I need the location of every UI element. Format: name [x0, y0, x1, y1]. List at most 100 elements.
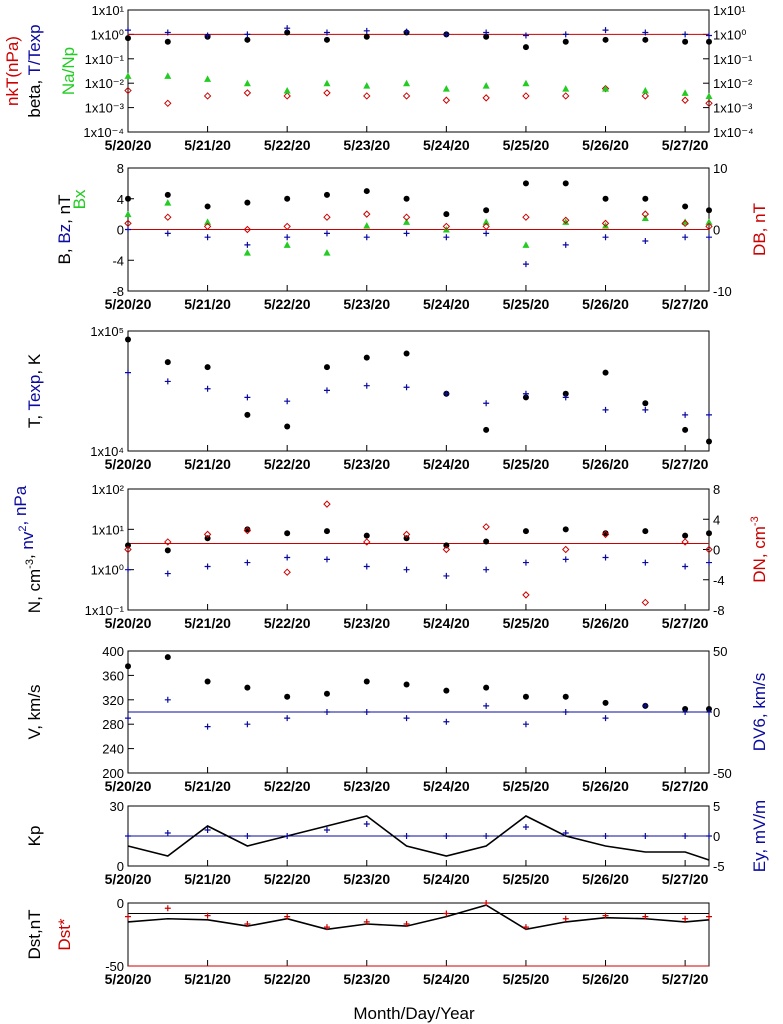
x-tick-label: 5/20/20 — [105, 971, 152, 987]
y-axis-title-part: , K — [25, 353, 44, 374]
data-point — [483, 426, 490, 433]
y-tick-label: 0 — [117, 223, 124, 238]
data-point — [283, 87, 291, 94]
y2-tick-label: 4 — [713, 512, 720, 527]
data-point — [204, 234, 211, 241]
data-point — [363, 354, 370, 361]
data-point — [522, 213, 530, 221]
data-point — [284, 833, 291, 839]
data-point — [562, 526, 569, 533]
series-nv2 — [125, 554, 712, 579]
x-tick-label: 5/27/20 — [662, 137, 709, 153]
data-point — [244, 394, 251, 401]
data-point — [482, 94, 490, 102]
x-tick-label: 5/20/20 — [105, 456, 152, 472]
data-point — [284, 554, 291, 561]
data-point — [323, 89, 331, 97]
data-point — [522, 79, 530, 87]
y2-tick-label: 1x10⁻⁴ — [713, 125, 754, 140]
y-axis-title-part: , — [18, 550, 37, 559]
x-tick-label: 5/24/20 — [423, 971, 470, 987]
data-point — [602, 912, 609, 919]
data-point — [442, 545, 451, 554]
y-tick-label: 0 — [117, 896, 124, 911]
data-point — [705, 92, 713, 99]
y-axis-title: B, Bz, nT — [55, 195, 74, 265]
data-point — [443, 542, 450, 549]
series-bz — [125, 226, 712, 268]
x-tick-label: 5/24/20 — [423, 137, 470, 153]
data-point — [642, 238, 649, 245]
x-tick-label: 5/22/20 — [264, 456, 311, 472]
x-tick-label: 5/23/20 — [343, 615, 390, 631]
y-axis-title-part: , nT — [55, 195, 74, 224]
data-point — [323, 709, 330, 715]
x-tick-label: 5/22/20 — [264, 137, 311, 153]
y2-tick-label: 10 — [713, 161, 727, 176]
data-point — [323, 827, 330, 833]
data-point — [562, 693, 569, 700]
data-point — [164, 570, 171, 577]
data-point — [522, 924, 529, 931]
data-point — [706, 833, 712, 839]
x-tick-label: 5/22/20 — [264, 296, 311, 312]
x-tick-label: 5/24/20 — [423, 456, 470, 472]
data-point — [403, 350, 410, 357]
data-point — [562, 180, 569, 187]
y-tick-label: -50 — [105, 959, 124, 974]
data-point — [244, 684, 251, 691]
chart-panels: 1x10¹1x10⁰1x10⁻¹1x10⁻²1x10⁻³1x10⁻⁴1x10¹1… — [3, 3, 769, 987]
x-tick-label: 5/25/20 — [503, 296, 550, 312]
data-point — [602, 195, 609, 202]
data-point — [682, 705, 689, 712]
data-point — [522, 394, 529, 401]
data-point — [323, 528, 330, 535]
x-tick-label: 5/22/20 — [264, 871, 311, 887]
data-point — [706, 234, 712, 241]
x-tick-label: 5/27/20 — [662, 456, 709, 472]
data-point — [403, 535, 410, 542]
data-point — [443, 390, 450, 397]
series-line — [127, 904, 710, 931]
y-axis-title-2a: nkT(nPa) — [3, 36, 22, 106]
data-point — [243, 79, 251, 87]
x-tick-label: 5/24/20 — [423, 778, 470, 794]
data-point — [124, 72, 132, 79]
y-axis-title-right-part: DV6, km/s — [750, 673, 769, 751]
y2-tick-label: -8 — [713, 603, 725, 618]
y-axis-title-extra: Bx — [70, 189, 89, 209]
data-point — [323, 249, 331, 256]
y-axis-title-part: V, km/s — [25, 684, 44, 739]
data-point — [522, 180, 529, 187]
x-tick-label: 5/21/20 — [184, 296, 231, 312]
y-tick-label: 1x10⁻³ — [85, 101, 125, 116]
data-point — [284, 423, 291, 430]
y-axis-title: T, Texp, K — [25, 353, 44, 428]
x-tick-label: 5/23/20 — [343, 456, 390, 472]
data-point — [363, 918, 370, 925]
data-point — [562, 218, 570, 225]
y-axis-title-right: Ey, mV/m — [750, 800, 769, 872]
data-point — [164, 230, 171, 237]
data-point — [284, 715, 291, 722]
data-point — [522, 528, 529, 535]
data-point — [562, 390, 569, 397]
data-point — [403, 230, 410, 237]
data-point — [706, 438, 712, 445]
y2-tick-label: 1x10⁰ — [713, 27, 746, 42]
x-tick-label: 5/26/20 — [582, 778, 629, 794]
data-point — [562, 38, 569, 45]
data-point — [483, 833, 490, 839]
panel-frame — [127, 330, 710, 452]
data-point — [706, 913, 712, 920]
data-point — [403, 833, 410, 839]
data-point — [642, 36, 649, 43]
data-point — [642, 559, 649, 566]
data-point — [681, 218, 689, 225]
data-point — [203, 92, 212, 100]
data-point — [323, 191, 330, 198]
data-point — [522, 241, 530, 248]
data-point — [284, 195, 291, 202]
y2-tick-label: 0 — [713, 705, 720, 720]
data-point — [642, 400, 649, 407]
